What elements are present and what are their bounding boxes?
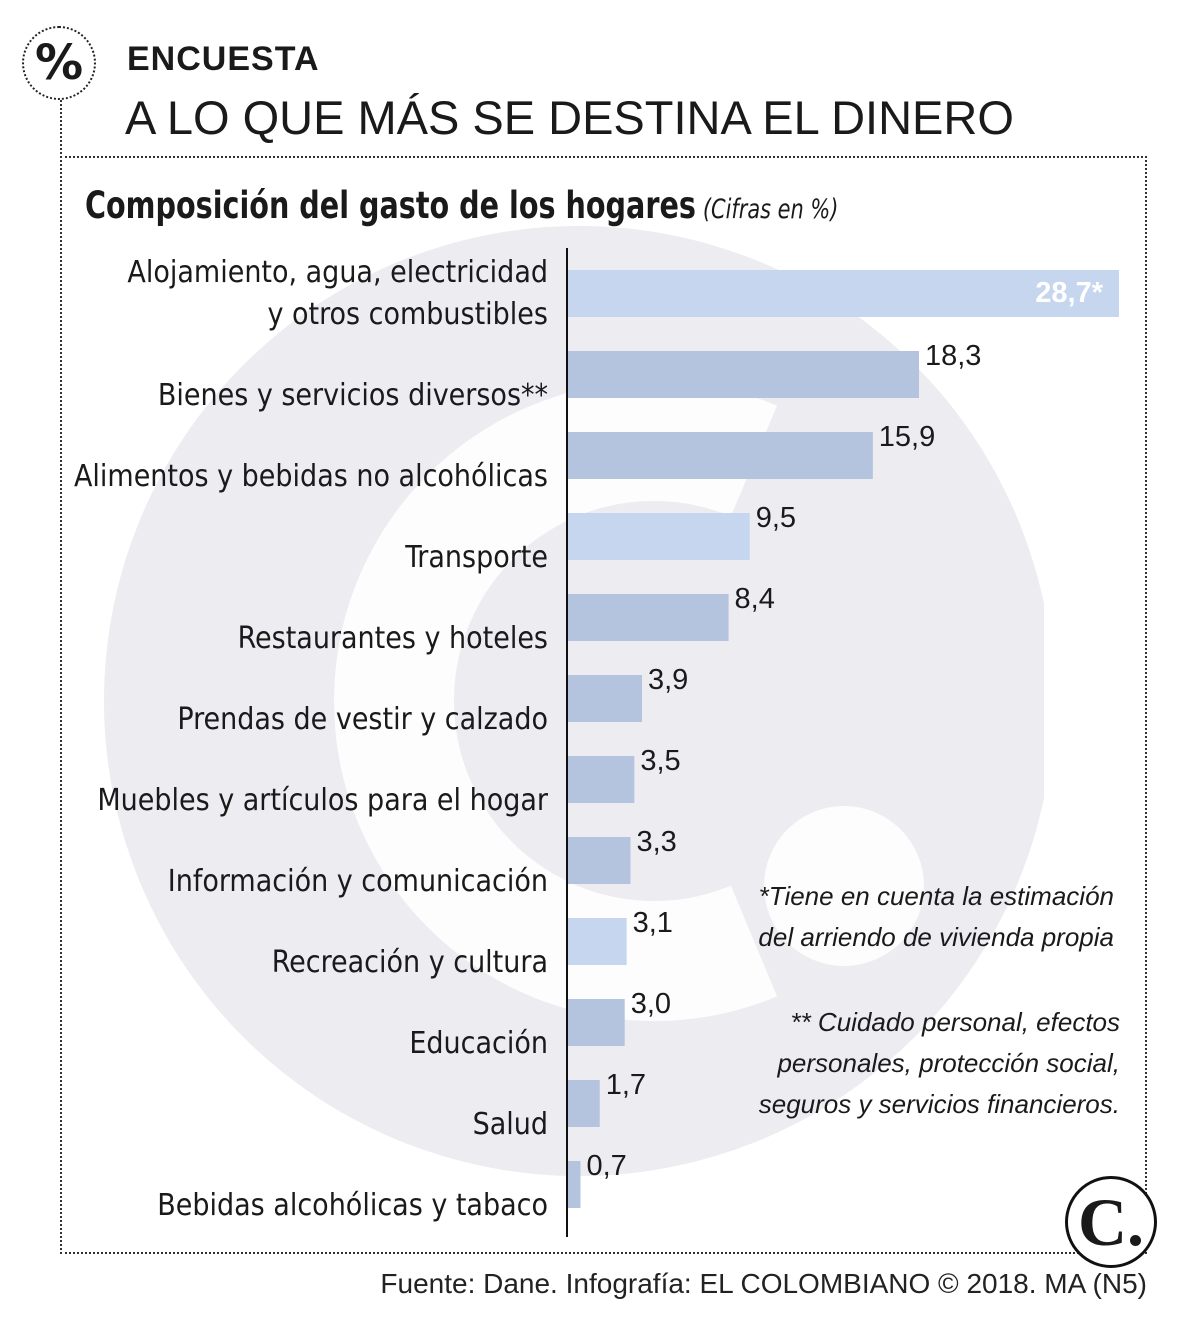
data-label: 18,3 — [925, 340, 981, 372]
tick-label: Bebidas alcohólicas y tabaco — [157, 1188, 548, 1223]
tick-label: Salud — [473, 1107, 548, 1142]
data-label: 1,7 — [606, 1069, 646, 1101]
tick-label: Educación — [409, 1026, 548, 1061]
data-label: 9,5 — [756, 502, 796, 534]
data-label: 0,7 — [586, 1150, 626, 1182]
bar — [567, 351, 919, 398]
el-colombiano-logo: C. — [1065, 1176, 1157, 1268]
data-label: 15,9 — [879, 421, 935, 453]
tick-label: Bienes y servicios diversos** — [158, 378, 548, 413]
data-label: 3,9 — [648, 664, 688, 696]
tick-label: Alojamiento, agua, electricidad y otros c… — [127, 255, 548, 332]
kicker: ENCUESTA — [127, 40, 320, 78]
data-label: 3,1 — [633, 907, 673, 939]
bar — [567, 675, 643, 722]
page-title: A LO QUE MÁS SE DESTINA EL DINERO — [125, 91, 1014, 144]
chart-title: Composición del gasto de los hogares (Cif… — [85, 184, 838, 227]
data-label: 3,0 — [631, 988, 671, 1020]
bar — [567, 999, 625, 1046]
bar — [567, 837, 631, 884]
tick-label: Transporte — [404, 540, 548, 575]
bar — [567, 270, 1119, 317]
chart-title-text: Composición del gasto de los hogares — [85, 184, 696, 227]
data-label: 28,7* — [1035, 277, 1103, 309]
tick-label: Restaurantes y hoteles — [238, 621, 548, 656]
tick-label: Recreación y cultura — [272, 945, 548, 980]
data-label: 8,4 — [735, 583, 775, 615]
tick-label: Información y comunicación — [168, 864, 548, 899]
footnote-estimation: *Tiene en cuenta la estimación del arrie… — [758, 881, 1114, 952]
logo-text: C. — [1077, 1183, 1145, 1260]
tick-label: Prendas de vestir y calzado — [177, 702, 548, 737]
frame-connector — [60, 100, 62, 1254]
source-credit: Fuente: Dane. Infografía: EL COLOMBIANO … — [380, 1268, 1147, 1299]
percent-badge-icon: % — [22, 26, 96, 100]
data-label: 3,5 — [640, 745, 680, 777]
tick-label: Alimentos y bebidas no alcohólicas — [74, 459, 548, 494]
data-label: 3,3 — [636, 826, 676, 858]
bar — [567, 432, 873, 479]
bar — [567, 756, 635, 803]
bar — [567, 918, 627, 965]
bar — [567, 594, 729, 641]
chart-frame — [60, 156, 1147, 1254]
bar — [567, 513, 750, 560]
bar — [567, 1080, 600, 1127]
footnote-diversos: ** Cuidado personal, efectos personales,… — [758, 1007, 1120, 1119]
tick-label: Muebles y artículos para el hogar — [97, 783, 549, 818]
chart-subtitle: (Cifras en %) — [702, 194, 839, 225]
bar — [567, 1161, 581, 1208]
